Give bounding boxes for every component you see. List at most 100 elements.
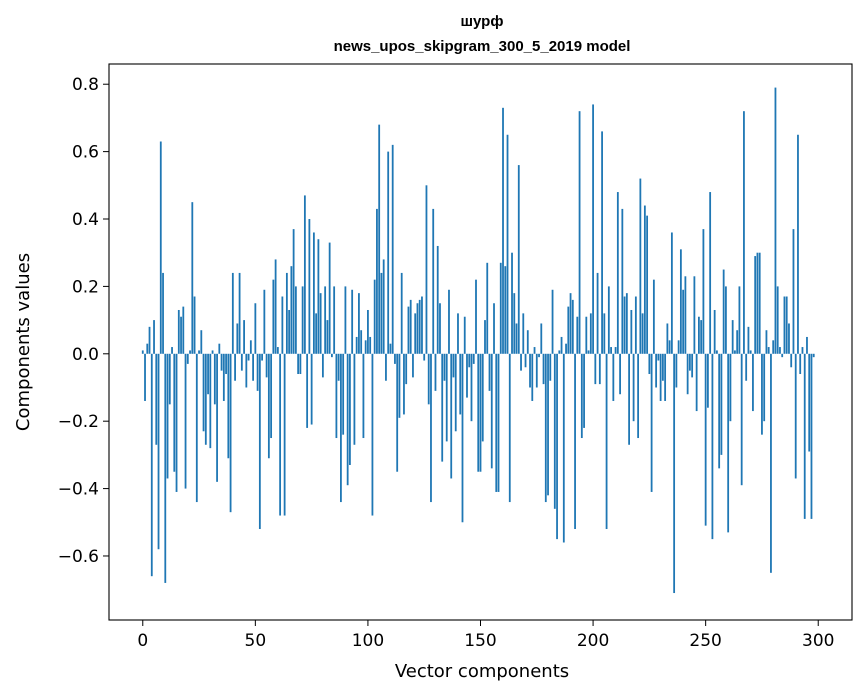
bar xyxy=(443,353,446,381)
bar xyxy=(209,353,212,449)
x-tick-label: 300 xyxy=(802,631,834,651)
bar xyxy=(779,347,781,354)
bar xyxy=(495,353,498,492)
bar xyxy=(623,296,626,354)
bar xyxy=(797,134,799,354)
bar xyxy=(576,316,579,354)
bar xyxy=(781,353,784,358)
x-tick-label: 100 xyxy=(352,631,384,651)
x-tick-label: 200 xyxy=(577,631,609,651)
bar xyxy=(776,286,779,354)
bar xyxy=(749,350,752,354)
bar xyxy=(378,124,381,354)
bar xyxy=(331,353,333,358)
bar xyxy=(340,353,342,503)
bar xyxy=(756,252,759,354)
bar xyxy=(153,320,155,354)
bar xyxy=(306,353,309,428)
bar xyxy=(544,353,547,503)
bar xyxy=(346,353,349,486)
bar xyxy=(736,330,739,354)
bar xyxy=(301,286,304,354)
bar xyxy=(166,353,169,479)
bar xyxy=(765,330,768,354)
bar xyxy=(772,340,775,354)
bar xyxy=(477,353,480,472)
bar xyxy=(312,232,315,354)
bar xyxy=(387,151,390,354)
bar xyxy=(520,353,522,371)
bar xyxy=(792,229,795,354)
bar xyxy=(364,340,367,354)
bar xyxy=(637,353,640,439)
x-tick-label: 0 xyxy=(137,631,148,651)
bar xyxy=(382,259,385,354)
bar xyxy=(362,353,365,439)
bar xyxy=(720,353,723,455)
bar xyxy=(430,353,432,503)
bar xyxy=(583,353,585,428)
bar xyxy=(556,353,558,540)
bar xyxy=(484,320,486,354)
bar xyxy=(763,353,766,422)
bar xyxy=(684,276,687,354)
bar xyxy=(454,353,457,432)
bar xyxy=(385,353,387,381)
bar xyxy=(533,347,536,354)
bar xyxy=(258,353,261,530)
bar xyxy=(526,330,529,354)
bar xyxy=(803,353,806,519)
bar xyxy=(308,219,311,354)
bar xyxy=(605,353,608,530)
bar xyxy=(376,208,378,354)
bar xyxy=(326,320,329,354)
bar xyxy=(707,353,709,408)
bar xyxy=(276,347,279,354)
bar xyxy=(743,111,745,354)
bar xyxy=(594,353,597,385)
bar xyxy=(661,353,664,381)
bar xyxy=(657,353,660,361)
bar xyxy=(418,299,421,354)
bar xyxy=(479,353,482,472)
bar xyxy=(493,303,495,354)
bar xyxy=(303,195,306,354)
bar xyxy=(790,353,793,368)
bar xyxy=(450,353,453,479)
bar xyxy=(193,296,196,354)
bar xyxy=(511,252,513,354)
bar xyxy=(310,353,313,425)
bar xyxy=(709,192,712,354)
bar xyxy=(652,279,655,354)
bar xyxy=(679,249,682,354)
bar xyxy=(569,293,572,354)
bar xyxy=(360,330,363,354)
bar xyxy=(466,353,468,398)
bar xyxy=(571,299,574,354)
bar xyxy=(727,353,730,533)
bar xyxy=(247,353,250,361)
bar xyxy=(441,353,444,462)
bar xyxy=(628,353,630,445)
bar xyxy=(358,293,360,354)
bar xyxy=(405,353,408,385)
bar xyxy=(812,353,815,358)
bar xyxy=(502,107,504,354)
bar xyxy=(267,353,270,459)
bar xyxy=(234,353,236,381)
bar xyxy=(670,232,673,354)
bar xyxy=(427,353,430,405)
bar xyxy=(522,313,525,354)
bar xyxy=(159,141,162,354)
bar xyxy=(351,289,354,354)
bar xyxy=(702,229,705,354)
bar xyxy=(225,353,227,375)
bar xyxy=(148,326,151,354)
bar xyxy=(463,316,466,354)
bar xyxy=(391,144,394,354)
bar xyxy=(425,185,428,354)
chart-title-line1: шурф xyxy=(461,13,504,30)
bar xyxy=(335,353,338,439)
bar xyxy=(497,353,500,492)
bar xyxy=(553,353,556,509)
